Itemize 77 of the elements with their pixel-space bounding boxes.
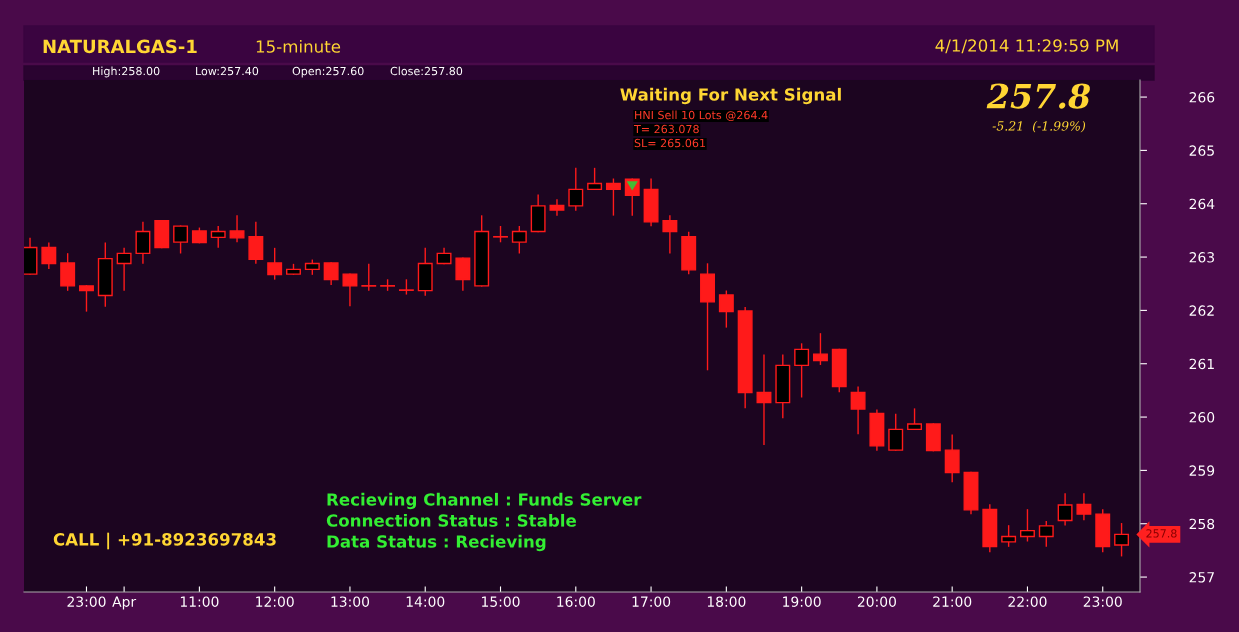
candlestick [342,273,358,307]
candlestick [60,253,76,291]
candlestick [41,242,57,269]
text: 4/1/2014 11:29:59 PM [935,39,1118,54]
x-tick-label: 16:00 [557,596,595,607]
annotation: Recieving Channel : Funds Server [327,492,642,510]
candlestick [511,225,527,254]
candlestick [210,225,226,248]
y-tick-label: 258 [1189,518,1215,530]
candlestick [888,413,904,451]
x-tick-label: 23:00 [67,596,106,607]
annotation: T= 263.078 [633,124,699,134]
annotation: CALL | +91-8923697843 [53,532,276,550]
text: Low:257.40 [196,66,259,76]
x-tick-label: 19:00 [783,596,821,607]
annotation: Connection Status : Stable [326,513,576,527]
candlestick [229,215,245,243]
candlestick [79,285,94,312]
candlestick [323,262,339,285]
chart-subtitle: 15-minute [256,39,341,53]
candlestick [455,257,471,291]
annotation: Data Status : Recieving [327,534,546,552]
text: High:258.00 [93,66,160,78]
y-tick-label: 265 [1189,145,1214,156]
x-tick-label: 22:00 [1008,596,1047,607]
candlestick [794,343,810,398]
candlestick [907,408,923,431]
candlestick [850,386,866,435]
candlestick [1057,493,1073,526]
y-tick-label: 266 [1189,92,1215,103]
x-tick-label: 11:00 [180,596,219,607]
candlestick [1076,493,1092,521]
x-tick-label: Apr [112,596,137,610]
y-tick-label: 263 [1189,252,1215,263]
candlestick [605,178,621,216]
x-tick-label: 21:00 [933,596,972,607]
y-tick-label: 257 [1189,572,1214,583]
annotation: SL= 265.061 [634,138,706,148]
text: 257.8 [1146,529,1177,538]
text: Open:257.60 [292,66,364,78]
candlestick [248,221,264,264]
x-tick-label: 18:00 [707,596,746,607]
x-tick-label: 15:00 [482,596,520,607]
x-tick-label: 13:00 [331,596,370,607]
candlestick [662,215,678,254]
candlestick [135,221,151,264]
y-tick-label: 261 [1189,358,1214,370]
x-tick-label: 17:00 [632,596,671,607]
candlestick [549,199,565,216]
text: Close:257.80 [390,66,463,76]
annotation: -5.21 (-1.99%) [992,120,1086,133]
candlestick [1038,520,1054,547]
annotation: 257.8 [986,83,1090,109]
x-tick-label: 12:00 [256,596,294,607]
candlestick [1114,523,1130,557]
candlestick [361,263,377,291]
y-tick-label: 259 [1189,465,1215,476]
candlestick [944,434,960,483]
annotation: HNI Sell 10 Lots @264.4 [635,110,768,121]
candlestick [1001,525,1017,547]
x-tick-label: 23:00 [1083,596,1122,607]
candlestick [568,167,584,211]
candlestick [1019,509,1035,542]
candlestick [587,167,603,191]
y-tick-label: 262 [1189,305,1214,316]
x-tick-label: 20:00 [857,596,896,607]
candlestick [267,247,283,280]
annotation: Waiting For Next Signal [620,87,841,105]
y-tick-label: 260 [1189,412,1215,423]
chart-title: NATURALGAS-1 [43,39,197,54]
candlestick [718,290,734,328]
candlestick [756,354,772,445]
candlestick [812,333,828,365]
candlestick [116,247,132,291]
candlestick [173,225,189,254]
y-tick-label: 264 [1189,198,1215,210]
x-tick-label: 14:00 [406,596,445,607]
